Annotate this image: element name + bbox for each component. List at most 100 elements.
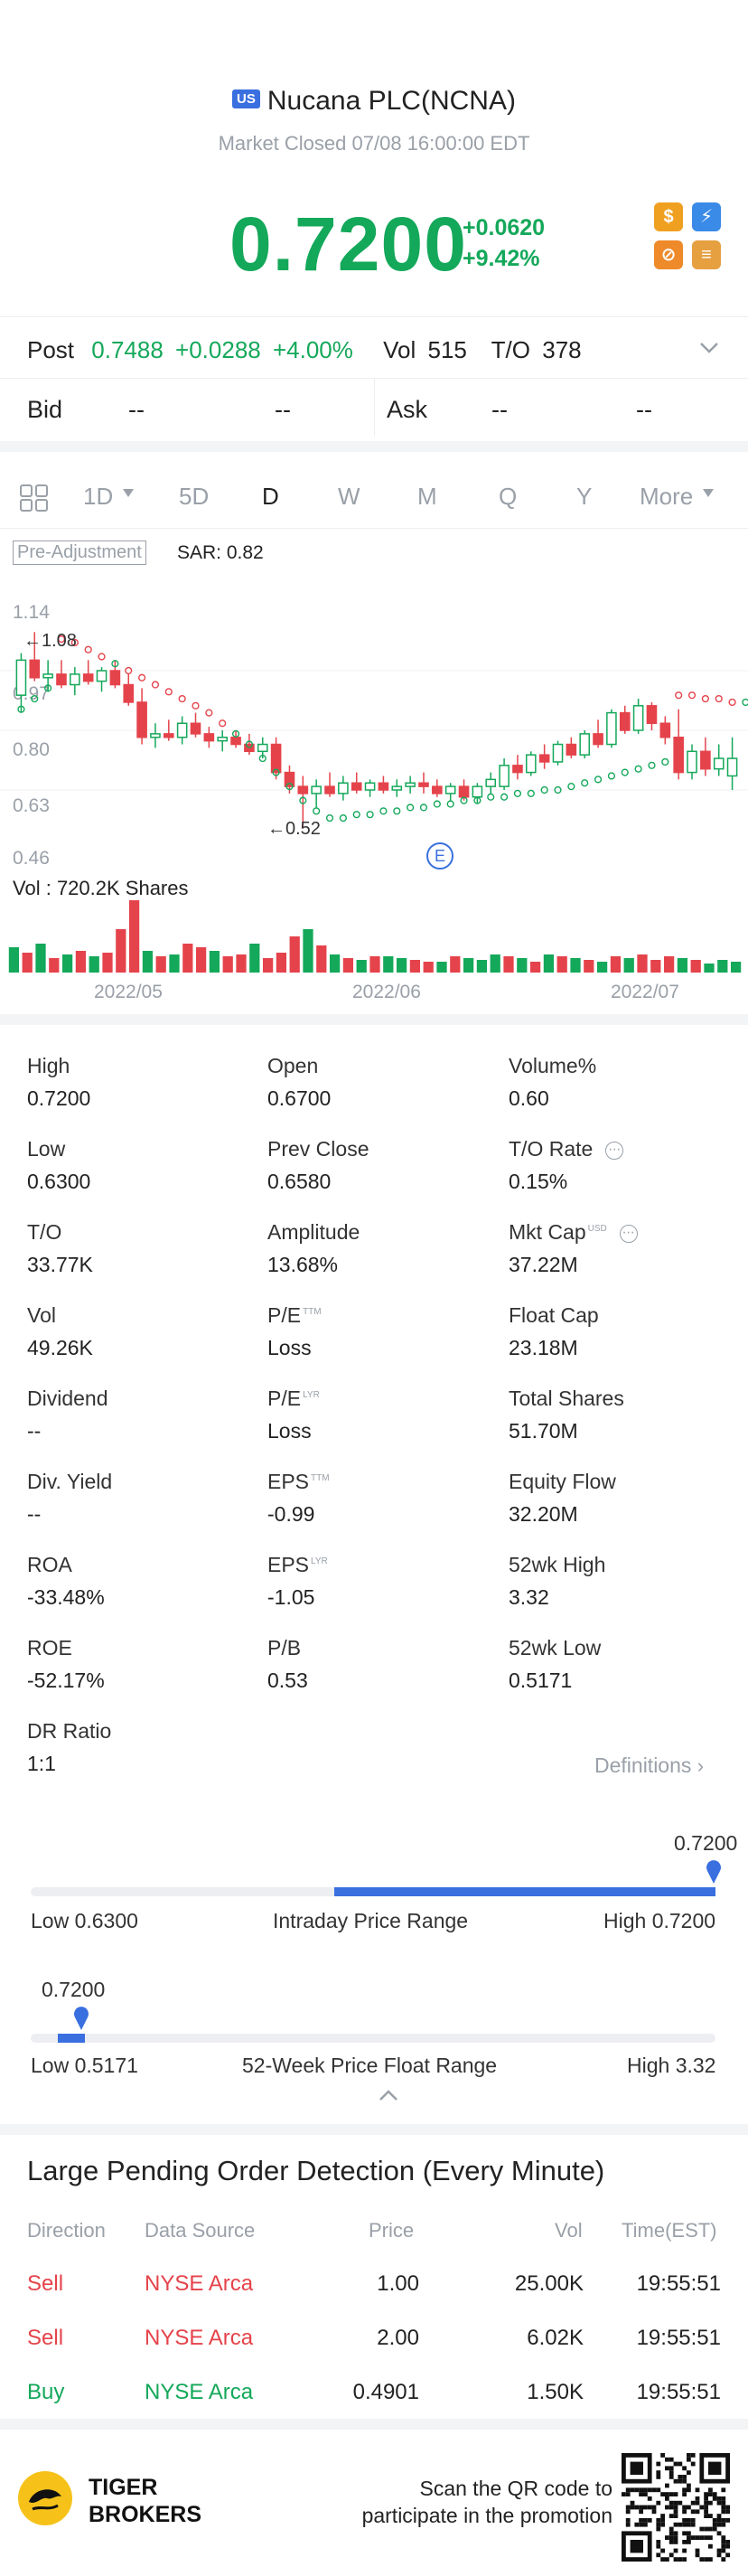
candlestick-chart[interactable] (0, 578, 748, 877)
volume-bar (142, 951, 154, 973)
ask-price: -- (491, 396, 508, 423)
sar-point (433, 800, 441, 808)
order-price: 0.4901 (352, 2380, 419, 2404)
stat-label: Dividend (27, 1387, 108, 1410)
dollar-icon[interactable]: $ (654, 202, 683, 231)
qr-module (656, 2552, 661, 2558)
stock-title: US Nucana PLC(NCNA) (0, 86, 748, 117)
qr-module (665, 2492, 669, 2496)
post-market-row[interactable]: Post 0.7488 +0.0288 +4.00% Vol 515 T/O 3… (27, 336, 593, 364)
post-to-label: T/O (491, 336, 531, 363)
tiger-logo-icon (18, 2471, 72, 2525)
stat-label: Equity Flow (509, 1470, 616, 1493)
stat-value: Loss (267, 1419, 312, 1443)
sar-point (675, 691, 683, 700)
volume-bar (128, 900, 140, 973)
qr-module (690, 2509, 696, 2515)
info-icon[interactable]: ⋯ (605, 1141, 624, 1160)
qr-code[interactable] (622, 2453, 730, 2562)
sar-point (366, 811, 374, 819)
stat-label: Low (27, 1137, 66, 1161)
info-icon[interactable]: ⋯ (619, 1224, 638, 1243)
stat-label: Volume% (509, 1054, 597, 1077)
sar-point (728, 698, 736, 707)
candle (552, 743, 564, 763)
bid-label: Bid (27, 396, 63, 423)
volume-bar (450, 956, 461, 973)
qr-module (708, 2557, 713, 2562)
qr-module (634, 2487, 640, 2493)
tab-w[interactable]: W (338, 483, 360, 510)
qr-module (682, 2478, 687, 2484)
qr-module (673, 2540, 678, 2544)
qr-module (699, 2535, 705, 2540)
candle (593, 733, 603, 746)
stat-value: 0.6300 (27, 1170, 91, 1193)
qr-module (669, 2475, 674, 2479)
qr-module (669, 2514, 674, 2518)
qr-module (669, 2540, 674, 2544)
qr-module (682, 2509, 687, 2515)
candle (391, 785, 403, 791)
qr-module (651, 2509, 657, 2515)
qr-module (625, 2518, 631, 2523)
qr-module (639, 2518, 643, 2523)
qr-module (708, 2500, 713, 2505)
sar-point (245, 740, 254, 748)
qr-module (721, 2557, 726, 2562)
no-entry-icon[interactable]: ⊘ (654, 240, 683, 269)
qr-module (695, 2496, 700, 2501)
tab-1d[interactable]: 1D (83, 483, 114, 510)
volume-bar (436, 962, 447, 973)
volume-bar (503, 956, 514, 973)
qr-module (725, 2552, 730, 2558)
chevron-down-icon[interactable] (699, 342, 719, 354)
qr-module (665, 2496, 669, 2501)
volume-bar (570, 958, 581, 973)
qr-module (625, 2487, 631, 2493)
qr-module (712, 2492, 717, 2496)
volume-bar (155, 956, 166, 973)
sar-point (84, 645, 92, 653)
layout-grid-icon[interactable] (20, 484, 49, 512)
volume-bar (704, 964, 715, 973)
candle (606, 711, 617, 746)
tab-q[interactable]: Q (499, 483, 518, 510)
tab-y[interactable]: Y (576, 483, 593, 510)
tab-m[interactable]: M (417, 483, 437, 510)
earnings-marker-icon[interactable]: E (426, 842, 453, 870)
order-price: 2.00 (377, 2326, 419, 2350)
qr-module (665, 2557, 669, 2562)
order-vol: 25.00K (514, 2271, 584, 2296)
definitions-link[interactable]: Definitions › (594, 1753, 705, 1777)
chevron-up-icon[interactable] (378, 2088, 399, 2102)
y-tick: 0.63 (13, 795, 50, 816)
qr-module (695, 2552, 700, 2558)
qr-module (721, 2522, 726, 2527)
lightning-icon[interactable]: ⚡ (692, 202, 721, 231)
qr-module (669, 2492, 674, 2496)
pre-adjustment-toggle[interactable]: Pre-Adjustment (13, 541, 146, 565)
stat-value: 23.18M (509, 1336, 578, 1359)
more-caret-icon (703, 489, 714, 497)
qr-module (673, 2548, 678, 2553)
caret-down-icon (123, 489, 134, 497)
qr-module (660, 2514, 665, 2518)
volume-bar (8, 947, 20, 973)
intraday-low: Low 0.6300 (31, 1909, 138, 1932)
tab-more[interactable]: More (640, 483, 694, 510)
stack-icon[interactable]: ≡ (692, 240, 721, 269)
sar-point (742, 698, 748, 707)
sar-point (313, 807, 321, 815)
candle (405, 782, 416, 787)
qr-module (687, 2535, 691, 2540)
tab-5d[interactable]: 5D (179, 483, 210, 510)
candle (525, 754, 537, 774)
volume-bar (610, 956, 622, 973)
qr-module (721, 2548, 726, 2553)
tab-d[interactable]: D (262, 483, 279, 510)
candle (673, 737, 684, 774)
qr-module (704, 2509, 708, 2515)
x-tick: 2022/06 (352, 982, 421, 1002)
stat-label: Open (267, 1054, 319, 1077)
